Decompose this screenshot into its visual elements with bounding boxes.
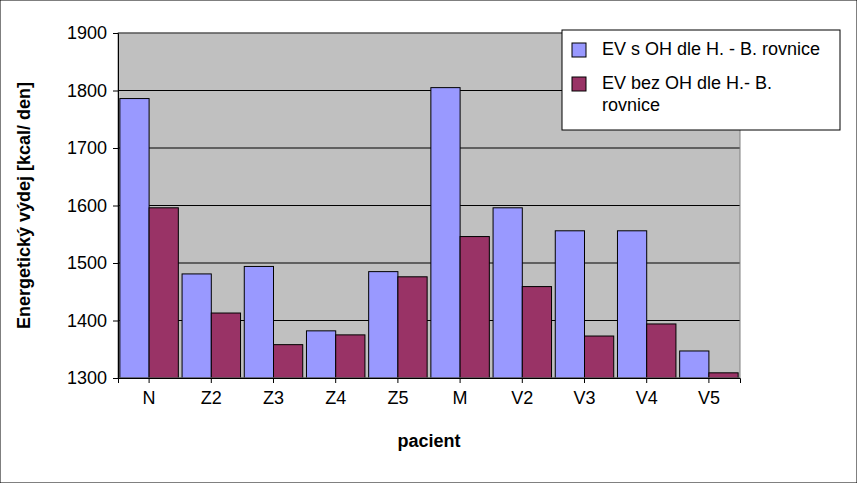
x-axis-line [119,379,741,384]
bar [398,277,427,378]
y-axis: 1300 1400 1500 1600 1700 1800 1900 [67,23,119,388]
bar [182,274,211,378]
y-tick: 1900 [67,23,118,43]
x-tick-mark [708,378,709,383]
x-tick-mark [211,378,212,383]
x-tick-mark [460,378,461,383]
y-tick-mark [113,321,118,322]
bar [555,231,584,378]
bar [369,272,398,378]
bar [274,345,303,378]
x-tick: Z3 [263,378,284,408]
series [120,88,709,378]
x-tick: Z4 [325,378,346,408]
x-tick-mark [584,378,585,383]
background [0,0,857,483]
y-tick: 1500 [67,253,118,273]
bar [431,88,460,378]
bar [585,336,614,378]
y-tick-mark [113,206,118,207]
grid-line [118,205,740,206]
x-tick: V5 [698,378,720,408]
chart: 1300 1400 1500 1600 1700 1800 1900 N Z2 Z3 Z4 Z5 M V2… [0,0,857,483]
bar [522,287,551,378]
y-tick: 1400 [67,311,118,331]
x-tick-label: N [143,388,156,408]
bar [306,331,335,378]
x-tick-label: M [453,388,468,408]
x-tick: Z2 [201,378,222,408]
bar [709,373,738,378]
grid-line [118,148,740,149]
legend-label: EV bez OH dle H.- B.rovnice [602,73,772,115]
y-axis-title: Energetický výdej [kcal/ den] [14,82,34,329]
x-tick-label: V5 [698,388,720,408]
y-tick-label: 1600 [67,196,107,216]
y-tick: 1700 [67,138,118,158]
x-tick-mark [397,378,398,383]
bar [336,335,365,378]
y-tick-label: 1500 [67,253,107,273]
bar [617,231,646,378]
x-tick: M [453,378,468,408]
legend-label: EV s OH dle H. - B. rovnice [602,39,820,59]
x-tick-label: Z2 [201,388,222,408]
x-tick: V4 [636,378,658,408]
x-tick-mark [273,378,274,383]
bar [120,99,149,378]
x-tick-label: Z5 [387,388,408,408]
y-tick-mark [113,263,118,264]
y-tick-mark [113,91,118,92]
x-axis: N Z2 Z3 Z4 Z5 M V2 V3 V4 V5 [119,378,741,408]
legend: EV s OH dle H. - B. rovnice EV bez OH dle… [562,30,840,130]
x-tick-label: Z4 [325,388,346,408]
x-tick-mark [149,378,150,383]
series [149,208,738,378]
legend-box [562,30,840,130]
x-tick: V2 [511,378,533,408]
x-tick-label: V4 [636,388,658,408]
x-tick-label: V2 [511,388,533,408]
x-tick-label: V3 [573,388,595,408]
x-axis-title: pacient [397,431,460,451]
x-tick-mark [522,378,523,383]
x-tick: N [143,378,156,408]
legend-swatch [572,43,586,57]
bar [493,208,522,378]
x-tick-label: Z3 [263,388,284,408]
y-tick-mark [113,148,118,149]
y-axis-line [113,34,119,379]
x-tick-mark [335,378,336,383]
y-tick-label: 1300 [67,368,107,388]
y-tick-mark [113,33,118,34]
y-tick-label: 1700 [67,138,107,158]
y-tick-label: 1900 [67,23,107,43]
y-tick-label: 1800 [67,81,107,101]
bar [211,313,240,378]
bar [244,266,273,378]
x-tick: V3 [573,378,595,408]
y-tick-mark [113,378,118,379]
x-tick: Z5 [387,378,408,408]
y-tick: 1600 [67,196,118,216]
bar [680,351,709,378]
x-tick-mark [646,378,647,383]
bar [460,237,489,378]
legend-swatch [572,77,586,91]
y-tick: 1300 [67,368,118,388]
bar [149,208,178,378]
bar [647,324,676,378]
bars [120,88,738,378]
y-tick: 1800 [67,81,118,101]
y-tick-label: 1400 [67,311,107,331]
